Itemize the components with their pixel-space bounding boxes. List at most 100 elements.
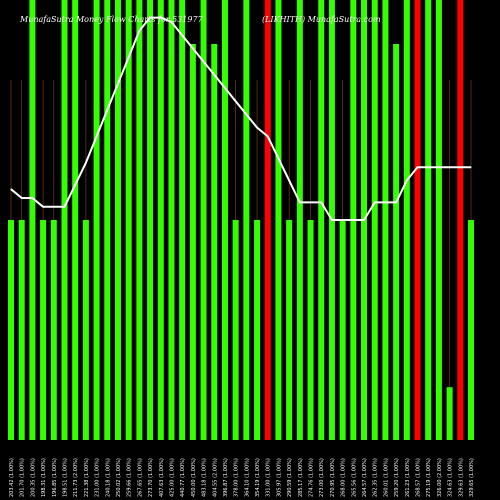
x-tick-label: 231.00 (1.00%) [95,458,101,497]
bar [93,0,100,440]
series-point [85,162,87,164]
series-point [192,47,194,50]
x-tick-label: 274.76 (1.00%) [309,458,315,497]
bar [104,0,111,440]
x-tick-label: 200.35 (1.00%) [30,458,36,497]
x-tick-label: 354.19 (1.00%) [255,458,261,497]
x-tick-label: 260.01 (1.00%) [383,458,389,497]
bar [189,44,196,440]
x-tick-label: 425.00 (1.00%) [169,458,175,497]
series-point [160,17,162,19]
x-tick-label: 407.63 (1.00%) [159,458,165,497]
x-tick-label: 331.00 (1.00%) [266,458,272,497]
x-tick-label: 240.18 (1.00%) [105,458,111,497]
series-point [74,184,76,186]
series-point [288,179,290,181]
x-tick-label: 440.77 (1.00%) [180,458,186,497]
series-point [459,166,461,168]
bar [61,0,68,440]
x-tick-label: 396.87 (1.00%) [223,458,229,497]
x-tick-label: 261.23 (1.00%) [405,458,411,497]
bar [414,0,421,440]
series-point [235,100,237,102]
series-point [138,30,140,32]
series-point [267,135,269,137]
bar [82,220,89,440]
series-point [256,127,258,129]
bar [168,0,175,440]
x-tick-label: 268.57 (1.00%) [416,458,422,497]
series-point [299,201,301,203]
x-tick-label: 198.51 (1.00%) [62,458,68,497]
tick-layer: 203.42 (1.00%) 201.70 (1.00%) 200.35 (1.00… [9,458,475,497]
x-tick-label: 250.02 (1.00%) [116,458,122,497]
series-point [406,179,408,181]
bar [72,0,79,440]
x-tick-label: 450.00 (1.00%) [191,458,197,497]
x-tick-label: 364.10 (1.00%) [244,458,250,497]
series-point [42,206,44,208]
x-tick-label: 268.00 (1.00%) [341,458,347,497]
x-tick-label: 329.65 (1.00%) [469,458,475,497]
x-tick-label: 483.18 (1.00%) [202,458,208,497]
series-point [53,206,55,208]
bar [211,44,218,440]
x-tick-label: 273.70 (1.00%) [148,458,154,497]
chart-title-left: MunafaSutra Money Flow Charts for 531977 [19,15,204,24]
bar [147,0,154,440]
bar [114,0,121,440]
x-tick-label: 324.63 (1.00%) [448,458,454,497]
x-tick-label: 267.65 (1.00%) [137,458,143,497]
bar [371,0,378,440]
x-tick-label: 198.31 (1.00%) [41,458,47,497]
x-tick-label: 264.57 (1.00%) [362,458,368,497]
bar [243,0,250,440]
bar [435,0,442,440]
bar [457,0,464,440]
x-tick-label: 285.17 (1.00%) [298,458,304,497]
x-tick-label: 221.38 (1.00%) [84,458,90,497]
x-tick-label: 275.19 (1.00%) [426,458,432,497]
bar [446,387,453,440]
x-tick-label: 211.73 (2.00%) [73,458,79,497]
bar [264,0,271,440]
bar [125,0,132,440]
series-point [384,201,387,203]
bar [275,0,282,440]
series-point [438,166,440,168]
series-point [342,219,344,221]
bar [286,220,293,440]
bar [18,220,25,440]
series-point [181,34,183,36]
x-tick-label: 329.63 (1.00%) [458,458,464,497]
series-point [449,166,451,168]
series-point [202,61,205,63]
bar [393,44,400,440]
bar [40,220,47,440]
bar [136,0,143,440]
x-tick-label: 196.85 (1.00%) [52,458,58,497]
bar [254,220,261,440]
bar [296,0,303,440]
series-point [95,135,98,137]
series-point [395,201,397,203]
series-point [331,219,333,221]
x-tick-label: 262.35 (1.00%) [373,458,379,497]
series-point [374,201,376,203]
x-tick-label: 326.00 (2.00%) [437,458,443,497]
series-point [416,166,419,168]
series-point [21,197,23,199]
bar [50,220,57,440]
bar [339,220,346,440]
bar [382,0,389,440]
x-tick-label: 290.59 (1.00%) [287,458,293,497]
chart-title-right: (LIKHITH) MunafaSutra.com [262,15,381,24]
series-point [352,219,354,221]
series-point [224,87,226,89]
x-tick-label: 201.70 (1.00%) [20,458,26,497]
bar [29,0,36,440]
bar [318,0,325,440]
x-tick-label: 404.55 (2.00%) [212,458,218,497]
bar [200,0,207,440]
